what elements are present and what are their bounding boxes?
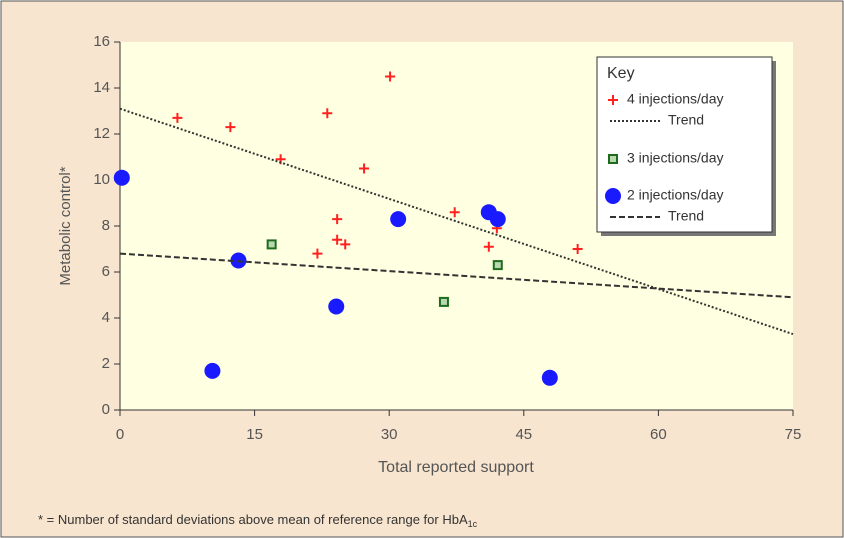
x-axis-label: Total reported support (378, 459, 534, 476)
square-marker (438, 296, 449, 307)
trend-line (119, 252, 794, 299)
legend-label: 2 injections/day (627, 187, 724, 203)
plus-marker (608, 95, 618, 105)
legend: Key 4 injections/day Trend 3 injections/da… (596, 56, 776, 236)
x-tick-label: 30 (381, 426, 398, 443)
plus-marker (225, 122, 236, 133)
circle-marker (390, 211, 407, 228)
legend-label: 3 injections/day (627, 150, 724, 166)
plus-marker (340, 239, 351, 250)
plus-marker (483, 241, 494, 252)
legend-label: Trend (668, 208, 704, 224)
plus-marker (449, 207, 460, 218)
footnote: * = Number of standard deviations above … (38, 512, 478, 529)
footnote-text: * = Number of standard deviations above … (38, 512, 468, 527)
plus-marker (385, 71, 396, 82)
plus-marker (572, 244, 583, 254)
circle-marker (113, 169, 130, 186)
y-tick-label: 10 (93, 171, 110, 188)
plus-marker (312, 248, 323, 259)
y-tick-label: 4 (102, 309, 110, 326)
x-tick-label: 15 (246, 426, 263, 443)
plus-marker (332, 214, 343, 225)
y-axis-label: Metabolic control* (57, 166, 74, 285)
y-tick-label: 6 (102, 263, 110, 280)
x-tick-label: 45 (515, 426, 532, 443)
square-marker (492, 260, 503, 271)
x-tick-label: 75 (785, 426, 802, 443)
x-tick-label: 60 (650, 426, 667, 443)
square-marker (608, 154, 618, 164)
square-marker (266, 239, 277, 250)
circle-marker (328, 298, 345, 315)
legend-label: 4 injections/day (627, 91, 724, 107)
y-tick-label: 2 (102, 355, 110, 372)
y-tick-label: 0 (102, 401, 110, 418)
plus-marker (359, 163, 370, 174)
circle-marker (541, 369, 558, 386)
circle-marker (605, 188, 621, 204)
plus-marker (332, 234, 343, 245)
footnote-subscript: 1c (468, 519, 478, 529)
plus-marker (172, 112, 183, 123)
x-tick-label: 0 (116, 426, 124, 443)
y-tick-label: 16 (93, 33, 110, 50)
legend-title: Key (607, 65, 635, 82)
y-tick-label: 8 (102, 217, 110, 234)
plus-marker (322, 108, 333, 119)
circle-marker (204, 362, 221, 379)
legend-box (596, 56, 773, 233)
y-tick-label: 14 (93, 79, 110, 96)
legend-label: Trend (668, 112, 704, 128)
circle-marker (489, 211, 506, 228)
y-tick-label: 12 (93, 125, 110, 142)
